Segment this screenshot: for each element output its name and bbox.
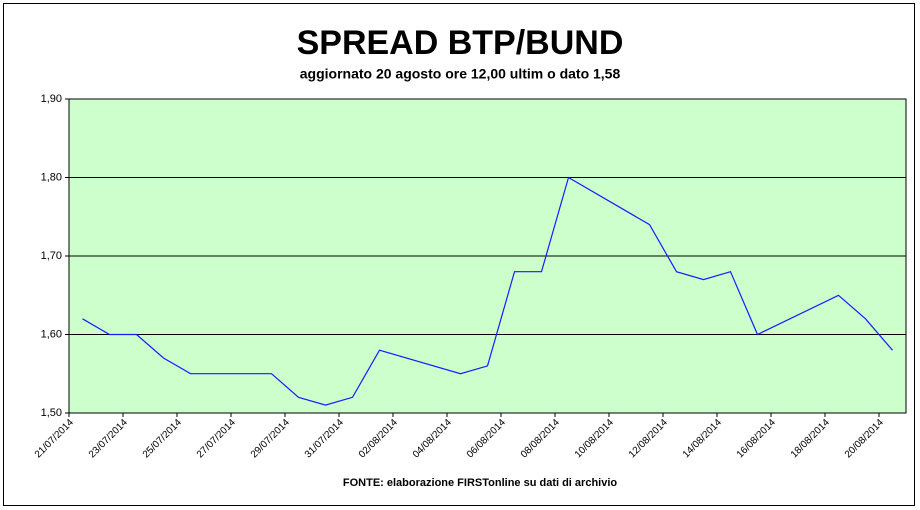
y-tick-label: 1,80	[41, 171, 62, 183]
y-tick-label: 1,50	[41, 407, 62, 419]
y-tick-label: 1,70	[41, 250, 62, 262]
y-tick-label: 1,60	[41, 328, 62, 340]
data-line	[82, 176, 893, 406]
source-note: FONTE: elaborazione FIRSTonline su dati …	[343, 477, 617, 489]
chart-title: SPREAD BTP/BUND	[297, 24, 624, 62]
y-tick-label: 1,90	[41, 93, 62, 105]
chart-subtitle: aggiornato 20 agosto ore 12,00 ultim o d…	[300, 66, 621, 82]
